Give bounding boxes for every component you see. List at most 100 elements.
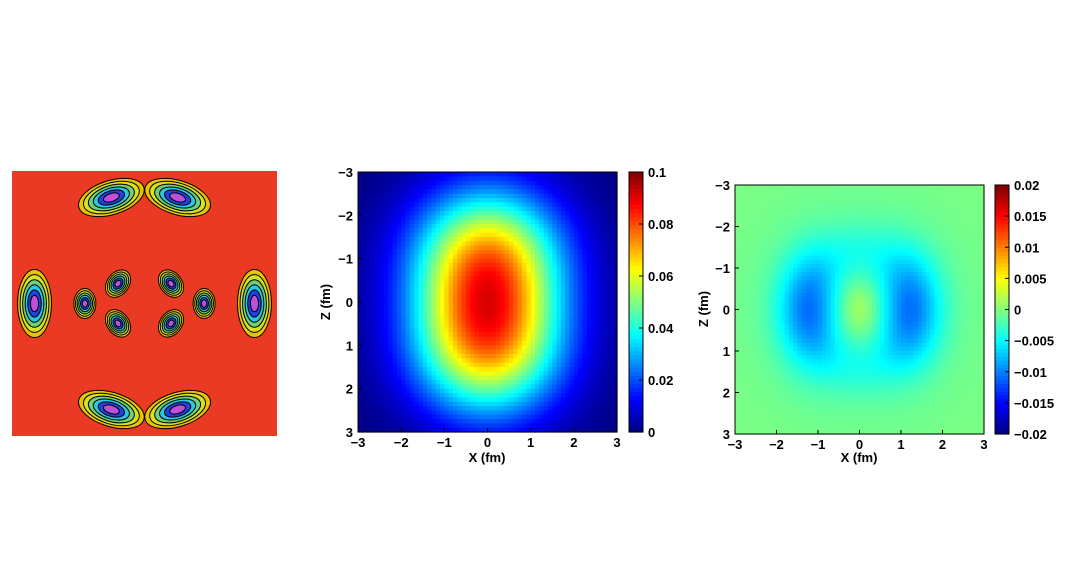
heatmap-cell <box>444 406 450 411</box>
heatmap-cell <box>422 254 428 260</box>
heatmap-cell <box>534 202 540 208</box>
heatmap-cell <box>830 205 836 211</box>
heatmap-cell <box>595 189 601 195</box>
heatmap-cell <box>888 238 894 244</box>
heatmap-cell <box>370 224 376 229</box>
heatmap-cell <box>513 427 519 433</box>
heatmap-cell <box>487 198 493 203</box>
heatmap-cell <box>401 245 407 251</box>
heatmap-cell <box>780 259 786 265</box>
heatmap-cell <box>435 280 441 286</box>
heatmap-cell <box>552 414 558 420</box>
heatmap-cell <box>591 410 597 416</box>
heatmap-cell <box>547 172 553 177</box>
heatmap-cell <box>599 276 605 281</box>
heatmap-cell <box>764 243 769 248</box>
heatmap-cell <box>855 218 861 223</box>
heatmap-cell <box>396 180 402 186</box>
heatmap-cell <box>414 323 420 329</box>
heatmap-cell <box>934 201 939 207</box>
heatmap-cell <box>954 189 960 194</box>
heatmap-cell <box>526 250 532 255</box>
heatmap-cell <box>383 228 389 234</box>
heatmap-cell <box>366 219 372 225</box>
heatmap-cell <box>509 258 514 264</box>
heatmap-cell <box>513 297 519 303</box>
heatmap-cell <box>595 293 601 299</box>
heatmap-cell <box>917 222 923 228</box>
heatmap-cell <box>950 209 956 215</box>
heatmap-cell <box>569 319 575 325</box>
heatmap-cell <box>876 218 881 223</box>
heatmap-cell <box>522 349 527 355</box>
heatmap-cell <box>431 328 437 333</box>
heatmap-cell <box>401 319 407 325</box>
heatmap-cell <box>888 222 894 228</box>
heatmap-cell <box>578 258 584 264</box>
heatmap-cell <box>818 205 823 211</box>
colorbar-step <box>629 302 643 307</box>
heatmap-cell <box>743 226 749 232</box>
heatmap-cell <box>608 349 614 355</box>
heatmap-cell <box>388 362 394 368</box>
heatmap-cell <box>427 271 432 277</box>
heatmap-cell <box>543 228 549 234</box>
heatmap-cell <box>921 205 927 211</box>
heatmap-cell <box>909 209 915 215</box>
heatmap-cell <box>517 332 523 338</box>
heatmap-cell <box>552 276 558 281</box>
heatmap-cell <box>963 189 968 194</box>
heatmap-cell <box>366 375 372 381</box>
heatmap-cell <box>867 189 873 194</box>
heatmap-cell <box>855 230 861 236</box>
heatmap-cell <box>470 354 476 359</box>
heatmap-cell <box>358 176 363 182</box>
heatmap-cell <box>444 375 450 381</box>
heatmap-cell <box>582 293 588 299</box>
heatmap-cell <box>612 267 618 273</box>
heatmap-cell <box>435 263 441 268</box>
heatmap-cell <box>452 202 458 208</box>
heatmap-cell <box>934 243 939 248</box>
heatmap-cell <box>500 393 506 398</box>
heatmap-cell <box>599 267 605 273</box>
heatmap-cell <box>788 201 794 207</box>
heatmap-cell <box>573 414 579 420</box>
heatmap-cell <box>483 354 489 359</box>
heatmap-cell <box>379 267 385 273</box>
heatmap-cell <box>871 230 877 236</box>
heatmap-cell <box>427 198 432 203</box>
heatmap-cell <box>483 198 489 203</box>
heatmap-cell <box>517 427 523 433</box>
heatmap-cell <box>483 375 489 381</box>
heatmap-cell <box>422 380 428 385</box>
heatmap-cell <box>547 284 553 290</box>
heatmap-cell <box>401 406 407 411</box>
heatmap-cell <box>735 189 740 194</box>
heatmap-cell <box>452 237 458 242</box>
heatmap-cell <box>909 201 915 207</box>
heatmap-cell <box>595 423 601 429</box>
heatmap-cell <box>838 259 844 265</box>
heatmap-cell <box>797 185 802 190</box>
heatmap-cell <box>509 397 514 403</box>
heatmap-cell <box>780 238 786 244</box>
heatmap-cell <box>556 241 562 247</box>
heatmap-cell <box>496 193 502 199</box>
heatmap-cell <box>768 193 773 199</box>
heatmap-cell <box>379 198 385 203</box>
x-tick-label: 2 <box>570 435 577 450</box>
heatmap-cell <box>971 197 977 203</box>
heatmap-cell <box>358 276 363 281</box>
heatmap-cell <box>500 276 506 281</box>
heatmap-cell <box>826 197 832 203</box>
heatmap-cell <box>743 251 749 257</box>
heatmap-cell <box>379 319 385 325</box>
heatmap-cell <box>851 222 856 228</box>
heatmap-cell <box>452 289 458 294</box>
heatmap-cell <box>388 423 394 429</box>
heatmap-cell <box>805 205 811 211</box>
heatmap-cell <box>586 410 592 416</box>
heatmap-cell <box>444 289 450 294</box>
heatmap-cell <box>971 209 977 215</box>
